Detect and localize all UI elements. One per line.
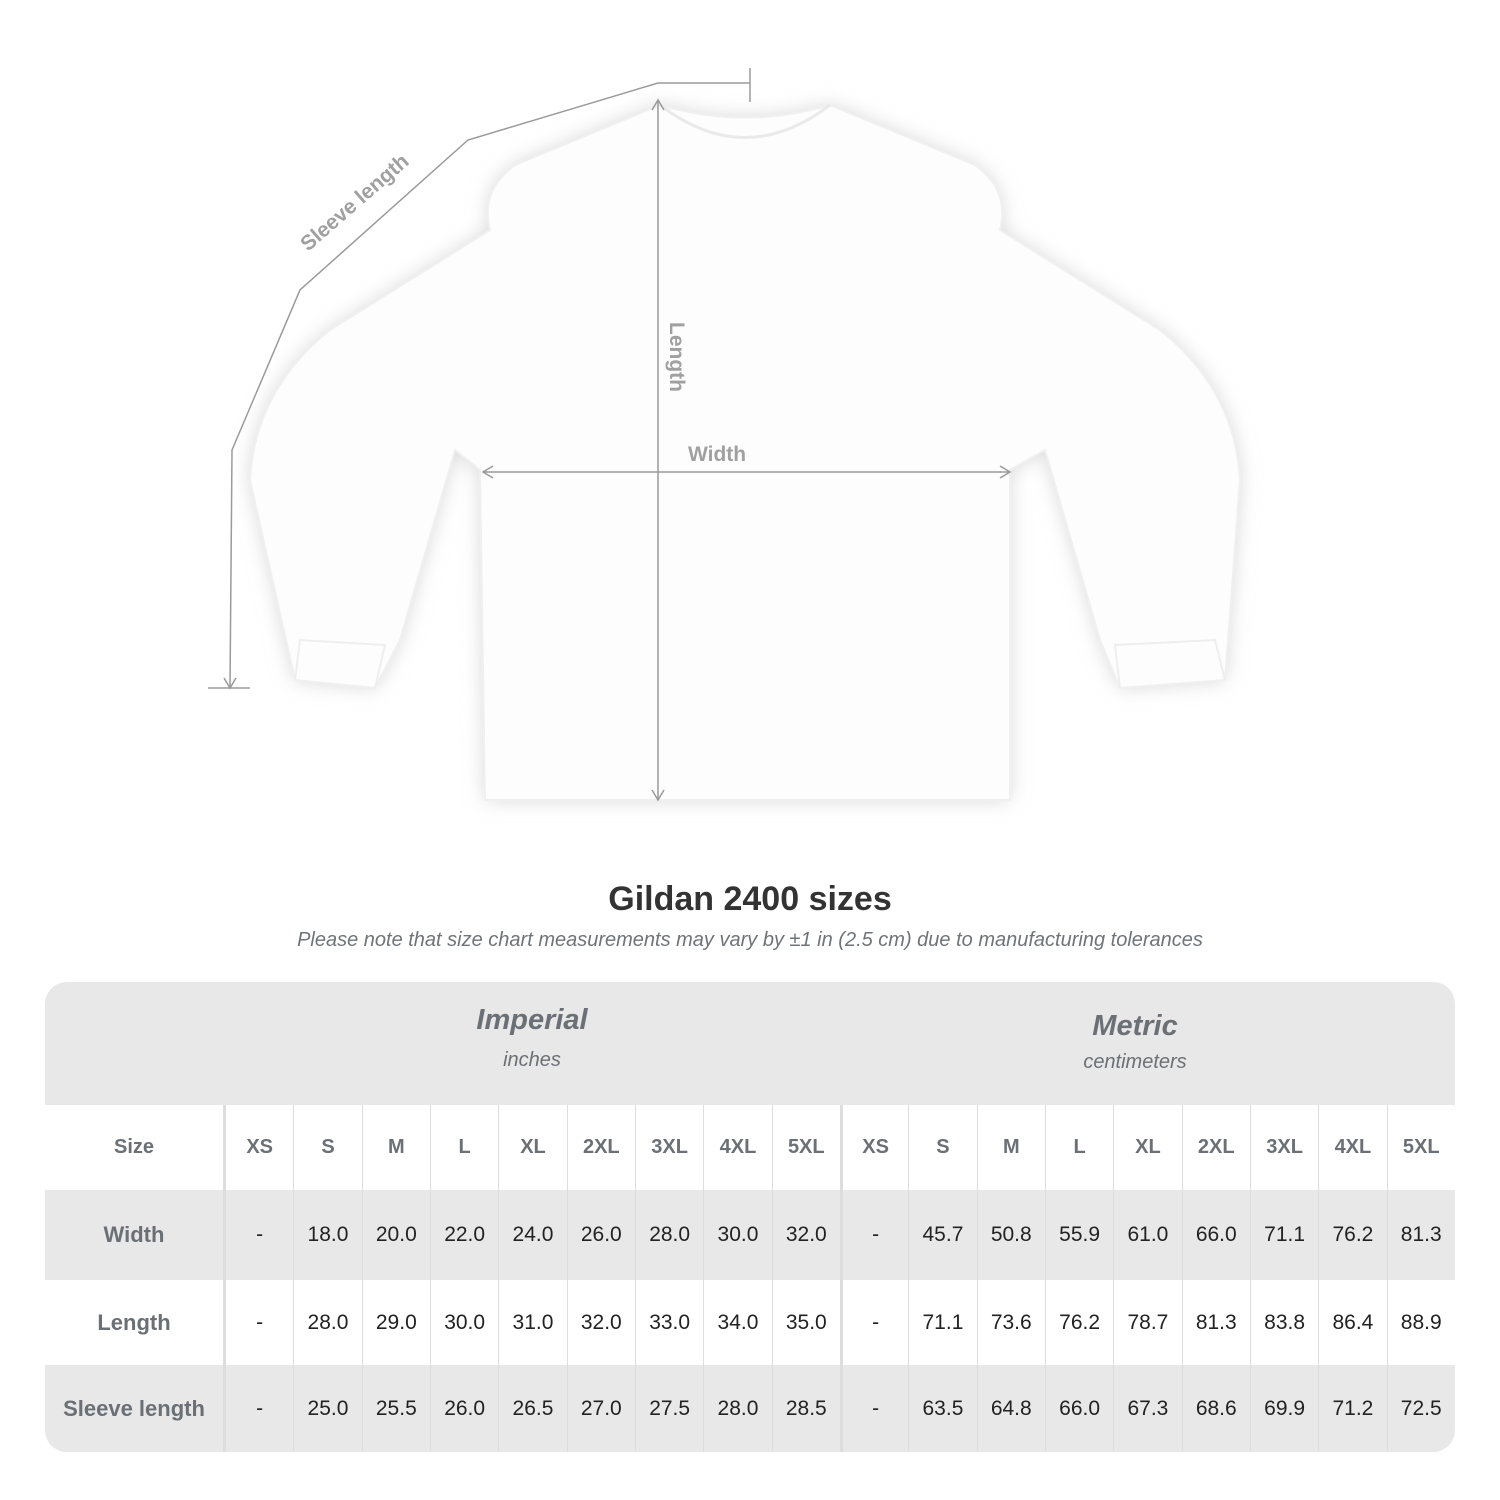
sleeve-length-line	[229, 82, 750, 689]
imperial-size-l: L	[429, 1105, 498, 1190]
imperial-value-cell: 25.5	[361, 1365, 430, 1452]
metric-value-cell: 68.6	[1181, 1365, 1250, 1452]
metric-value-cell: 76.2	[1318, 1190, 1386, 1280]
imperial-value-cell: 24.0	[498, 1190, 566, 1280]
shirt-body	[248, 103, 1242, 801]
imperial-size-5xl: 5XL	[771, 1105, 840, 1190]
metric-size-5xl: 5XL	[1386, 1105, 1455, 1190]
imperial-value-cell: 20.0	[361, 1190, 430, 1280]
metric-size-m: M	[976, 1105, 1045, 1190]
metric-size-2xl: 2XL	[1181, 1105, 1250, 1190]
row-header: Length	[45, 1280, 225, 1365]
metric-value-cell: 76.2	[1044, 1280, 1113, 1365]
imperial-value-cell: 25.0	[293, 1365, 361, 1452]
metric-value-cell: 66.0	[1044, 1365, 1113, 1452]
imperial-value-cell: 26.5	[498, 1365, 566, 1452]
imperial-header: Imperial inches	[225, 1004, 839, 1127]
metric-size-s: S	[908, 1105, 976, 1190]
metric-value-cell: 69.9	[1249, 1365, 1318, 1452]
metric-size-3xl: 3XL	[1249, 1105, 1318, 1190]
metric-value-cell: 71.1	[1249, 1190, 1318, 1280]
imperial-value-cell: 30.0	[429, 1280, 498, 1365]
imperial-size-xs: XS	[225, 1105, 293, 1190]
row-header-size: Size	[45, 1105, 225, 1190]
imperial-value-cell: -	[225, 1280, 293, 1365]
metric-value-cell: 78.7	[1113, 1280, 1181, 1365]
metric-value-cell: -	[839, 1190, 908, 1280]
width-label: Width	[688, 443, 746, 466]
imperial-size-m: M	[361, 1105, 430, 1190]
metric-value-cell: -	[839, 1365, 908, 1452]
metric-value-cell: 55.9	[1044, 1190, 1113, 1280]
metric-value-cell: 67.3	[1113, 1365, 1181, 1452]
metric-size-xl: XL	[1113, 1105, 1181, 1190]
row-header: Sleeve length	[45, 1365, 225, 1452]
imperial-value-cell: 29.0	[361, 1280, 430, 1365]
imperial-value-cell: 35.0	[771, 1280, 840, 1365]
size-header-row: Size XS S M L XL 2XL 3XL 4XL 5XL XS S M L XL 2XL 3XL 4XL 5…	[45, 1105, 1455, 1190]
metric-value-cell: 71.1	[908, 1280, 976, 1365]
shirt-diagram: Sleeve length Length Width	[208, 68, 1242, 802]
imperial-value-cell: 32.0	[566, 1280, 635, 1365]
imperial-value-cell: 28.0	[293, 1280, 361, 1365]
imperial-value-cell: 34.0	[703, 1280, 771, 1365]
imperial-value-cell: 30.0	[703, 1190, 771, 1280]
imperial-size-3xl: 3XL	[634, 1105, 703, 1190]
imperial-value-cell: 26.0	[566, 1190, 635, 1280]
imperial-value-cell: 31.0	[498, 1280, 566, 1365]
metric-label: Metric	[1092, 1010, 1178, 1042]
imperial-size-xl: XL	[498, 1105, 566, 1190]
metric-value-cell: 81.3	[1181, 1280, 1250, 1365]
imperial-unit: inches	[503, 1049, 561, 1071]
metric-value-cell: 50.8	[976, 1190, 1045, 1280]
imperial-value-cell: 28.0	[703, 1365, 771, 1452]
metric-header: Metric centimeters	[840, 1010, 1430, 1133]
metric-value-cell: 63.5	[908, 1365, 976, 1452]
metric-value-cell: 83.8	[1249, 1280, 1318, 1365]
metric-value-cell: 66.0	[1181, 1190, 1250, 1280]
metric-value-cell: 88.9	[1386, 1280, 1455, 1365]
metric-size-4xl: 4XL	[1318, 1105, 1386, 1190]
metric-value-cell: 72.5	[1386, 1365, 1455, 1452]
sleeve-length-label: Sleeve length	[296, 150, 413, 256]
tolerance-note: Please note that size chart measurements…	[297, 929, 1203, 951]
metric-value-cell: 64.8	[976, 1365, 1045, 1452]
metric-size-l: L	[1044, 1105, 1113, 1190]
length-label: Length	[665, 322, 688, 392]
page-title: Gildan 2400 sizes	[608, 880, 892, 918]
table-row-length: Length -28.0 29.0 30.0 31.0 32.0 33.0 34.0 35.0-…	[45, 1280, 1455, 1365]
imperial-value-cell: 18.0	[293, 1190, 361, 1280]
size-grid: Size XS S M L XL 2XL 3XL 4XL 5XL XS S M L XL 2XL 3XL 4XL 5…	[45, 1105, 1455, 1452]
metric-value-cell: 73.6	[976, 1280, 1045, 1365]
imperial-label: Imperial	[476, 1004, 588, 1036]
imperial-size-2xl: 2XL	[566, 1105, 635, 1190]
imperial-value-cell: -	[225, 1190, 293, 1280]
imperial-size-4xl: 4XL	[703, 1105, 771, 1190]
imperial-value-cell: 28.5	[771, 1365, 840, 1452]
table-row-sleeve-length: Sleeve length -25.0 25.5 26.0 26.5 27.0 27.5 28…	[45, 1365, 1455, 1452]
metric-value-cell: 45.7	[908, 1190, 976, 1280]
measurement-lines	[208, 68, 1012, 802]
imperial-value-cell: 32.0	[771, 1190, 840, 1280]
metric-value-cell: 81.3	[1386, 1190, 1455, 1280]
imperial-size-s: S	[293, 1105, 361, 1190]
metric-value-cell: -	[839, 1280, 908, 1365]
size-table: Imperial inches Metric centimeters Size X…	[45, 982, 1455, 1452]
metric-value-cell: 86.4	[1318, 1280, 1386, 1365]
imperial-value-cell: 27.0	[566, 1365, 635, 1452]
imperial-value-cell: 33.0	[634, 1280, 703, 1365]
imperial-value-cell: 28.0	[634, 1190, 703, 1280]
imperial-value-cell: 27.5	[634, 1365, 703, 1452]
imperial-value-cell: 22.0	[429, 1190, 498, 1280]
metric-unit: centimeters	[1083, 1051, 1187, 1073]
row-header: Width	[45, 1190, 225, 1280]
imperial-value-cell: -	[225, 1365, 293, 1452]
table-row-width: Width -18.0 20.0 22.0 24.0 26.0 28.0 30.0 32.0-4…	[45, 1190, 1455, 1280]
imperial-value-cell: 26.0	[429, 1365, 498, 1452]
metric-value-cell: 61.0	[1113, 1190, 1181, 1280]
metric-value-cell: 71.2	[1318, 1365, 1386, 1452]
metric-size-xs: XS	[839, 1105, 908, 1190]
